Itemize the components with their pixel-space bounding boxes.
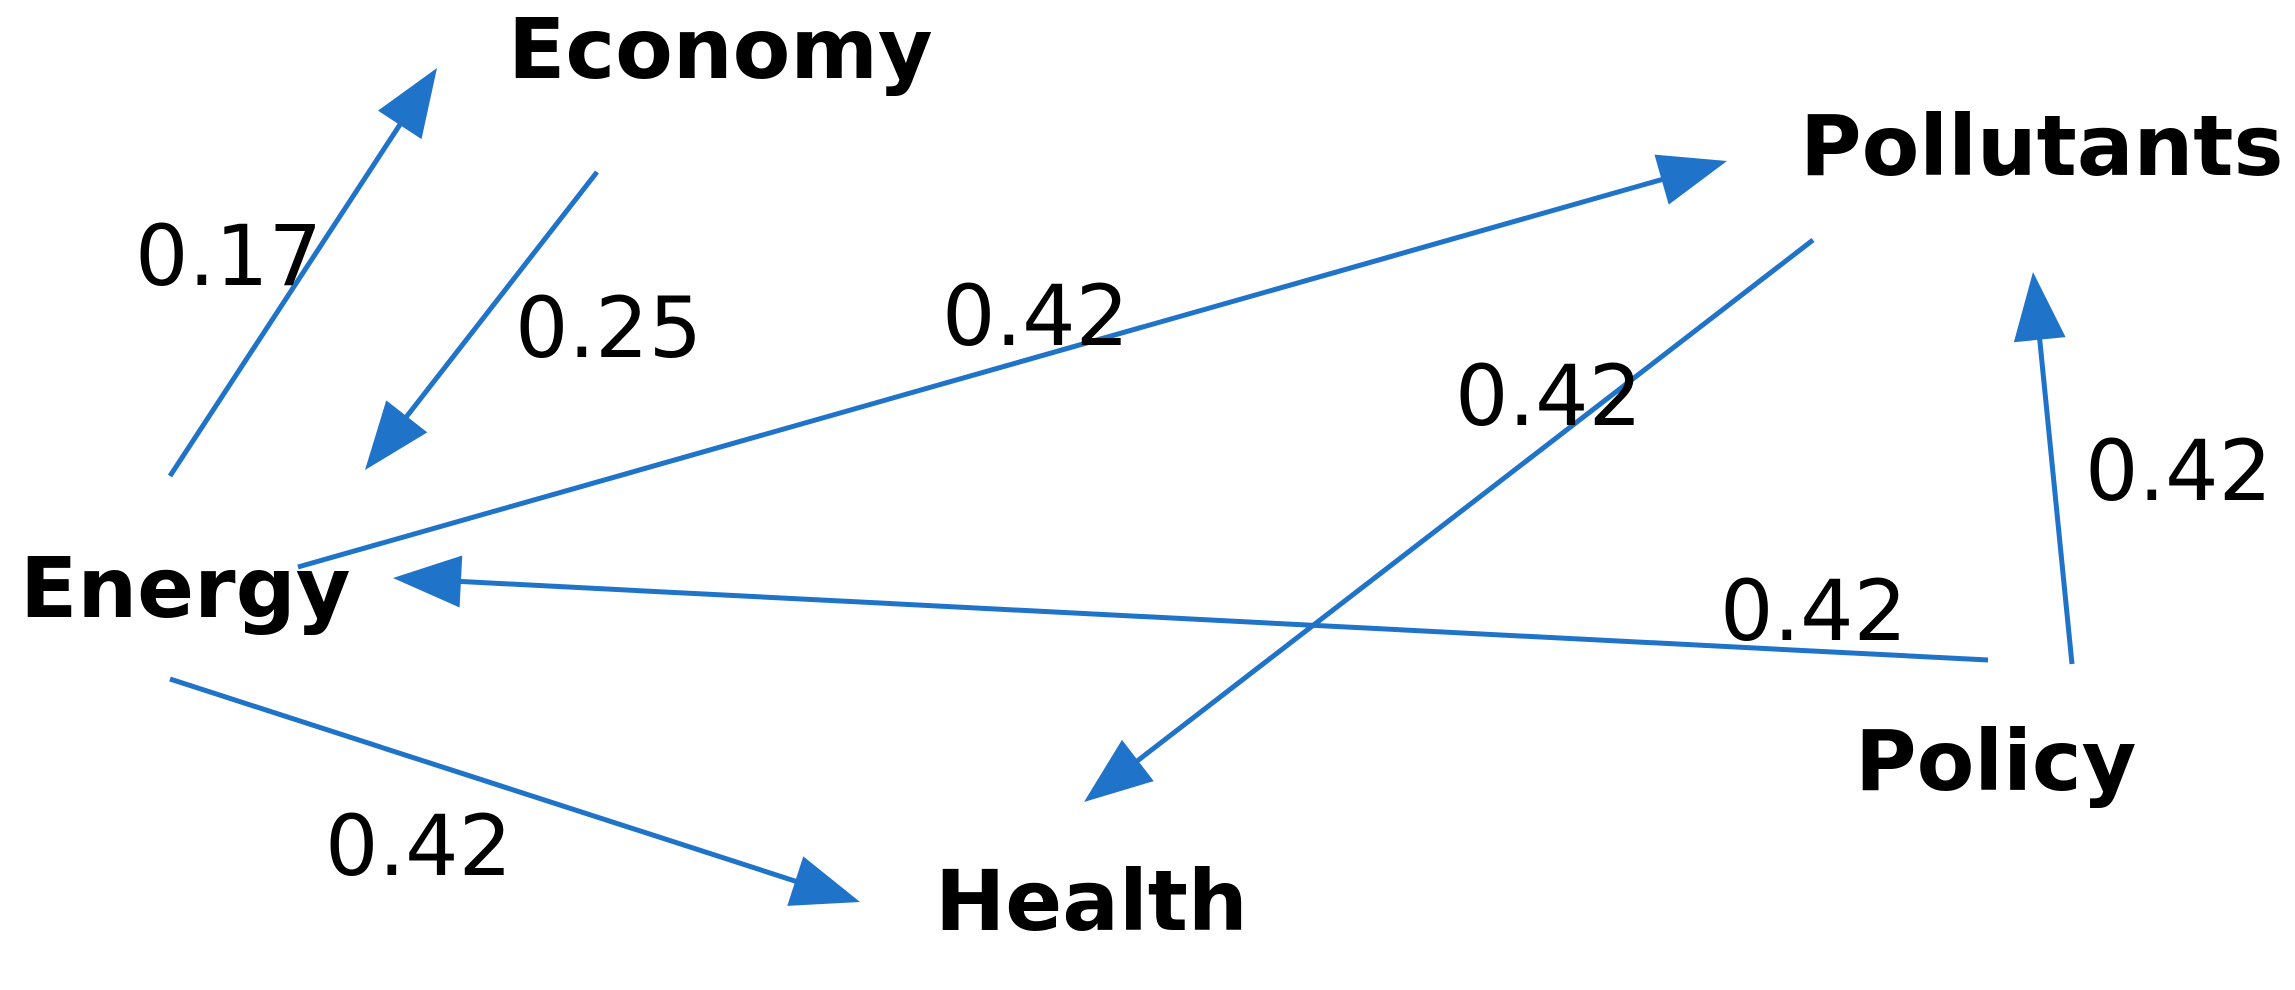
node-pollutants: Pollutants bbox=[1800, 97, 2283, 195]
nodes-layer: Economy Pollutants Energy Policy Health bbox=[20, 0, 2283, 950]
edge-pollutants-health bbox=[1133, 238, 1815, 765]
edge-labels-layer: 0.17 0.25 0.42 0.42 0.42 0.42 0.42 bbox=[135, 207, 2272, 895]
arrowhead-policy-pollutants bbox=[2013, 272, 2066, 343]
arrowhead-energy-economy bbox=[378, 68, 437, 140]
arrowhead-economy-energy bbox=[365, 400, 428, 470]
arrowhead-policy-energy bbox=[393, 555, 463, 608]
edge-economy-energy bbox=[402, 170, 599, 422]
edge-energy-health bbox=[169, 676, 800, 885]
edge-weight-energy-economy: 0.17 bbox=[135, 207, 322, 305]
node-policy: Policy bbox=[1855, 712, 2136, 810]
edge-policy-energy bbox=[456, 578, 1989, 663]
edge-weight-energy-pollutants: 0.42 bbox=[942, 267, 1129, 365]
edge-weight-policy-energy: 0.42 bbox=[1720, 562, 1907, 660]
node-energy: Energy bbox=[20, 539, 350, 637]
edge-weight-pollutants-health: 0.42 bbox=[1455, 347, 1642, 445]
edge-weight-economy-energy: 0.25 bbox=[515, 279, 702, 377]
arrowhead-energy-pollutants bbox=[1654, 154, 1727, 205]
node-health: Health bbox=[935, 852, 1248, 950]
arrowhead-pollutants-health bbox=[1084, 739, 1154, 802]
edge-energy-pollutants bbox=[297, 176, 1667, 570]
node-economy: Economy bbox=[508, 0, 933, 98]
edge-policy-pollutants bbox=[2036, 335, 2075, 665]
edge-weight-energy-health: 0.42 bbox=[325, 797, 512, 895]
edge-weight-policy-pollutants: 0.42 bbox=[2085, 422, 2272, 520]
arrowhead-energy-health bbox=[787, 856, 860, 906]
edges-layer bbox=[167, 68, 2075, 906]
edge-energy-economy bbox=[167, 120, 405, 478]
